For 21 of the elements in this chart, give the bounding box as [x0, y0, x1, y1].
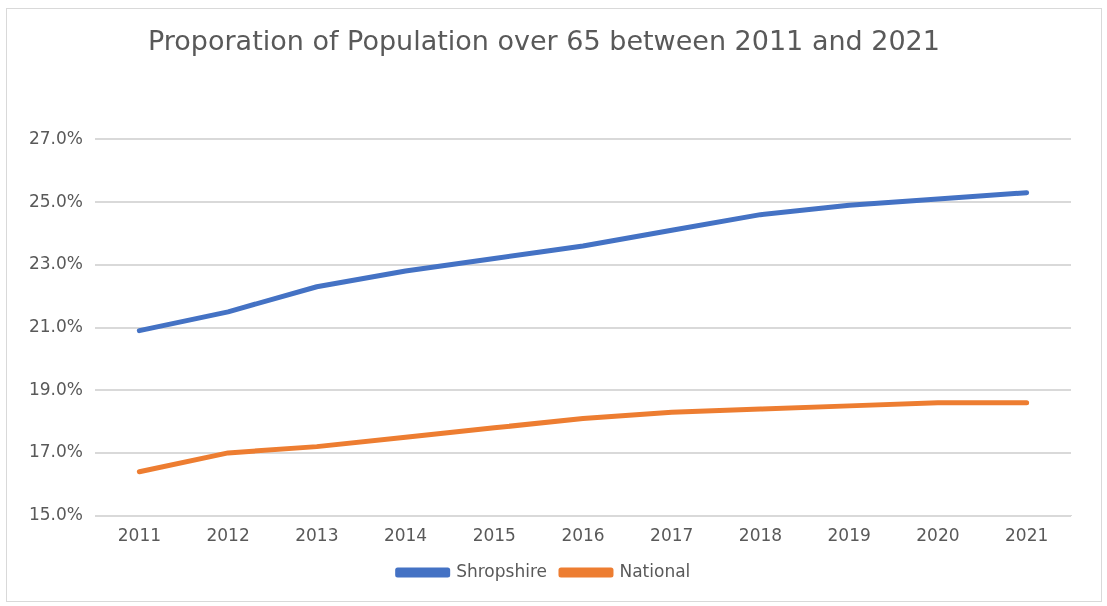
x-tick-label: 2017: [650, 525, 694, 546]
x-tick-label: 2012: [206, 525, 250, 546]
legend-label: National: [619, 560, 691, 581]
y-tick-label: 27.0%: [28, 127, 83, 148]
y-tick-label: 25.0%: [28, 190, 83, 211]
x-tick-label: 2013: [295, 525, 339, 546]
chart-title: Proporation of Population over 65 between 2011 and 2021: [148, 25, 940, 57]
x-tick-label: 2019: [827, 525, 871, 546]
x-tick-label: 2021: [1005, 525, 1049, 546]
x-tick-label: 2020: [916, 525, 960, 546]
legend-label: Shropshire: [456, 560, 547, 581]
y-tick-label: 23.0%: [28, 253, 83, 274]
y-tick-label: 21.0%: [28, 315, 83, 336]
x-tick-label: 2015: [472, 525, 516, 546]
x-tick-label: 2014: [383, 525, 428, 546]
y-tick-label: 17.0%: [28, 441, 83, 462]
x-tick-label: 2018: [738, 525, 783, 546]
x-tick-label: 2011: [117, 525, 161, 546]
y-tick-label: 15.0%: [28, 504, 83, 525]
x-tick-label: 2016: [561, 525, 605, 546]
y-tick-label: 19.0%: [28, 378, 83, 399]
